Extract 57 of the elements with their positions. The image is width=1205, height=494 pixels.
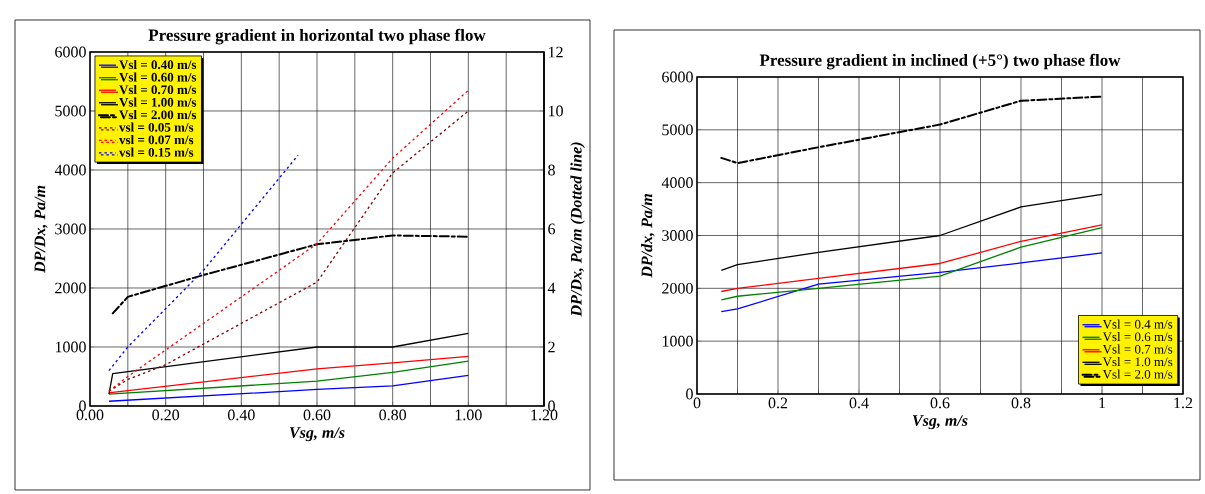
legend-label: vsl = 0.07 m/s: [119, 135, 194, 145]
chart-title: Pressure gradient in horizontal two phase flow: [148, 28, 486, 45]
legend-label: Vsl = 0.4 m/s: [1102, 319, 1173, 329]
legend-label: Vsl = 0.7 m/s: [1102, 344, 1173, 354]
x-tick-label: 1: [1099, 397, 1106, 409]
y2-tick-label: 4: [547, 282, 556, 294]
y-tick-label: 1000: [662, 335, 693, 347]
legend-label: Vsl = 0.60 m/s: [119, 72, 197, 82]
x-tick-label: 0.4: [849, 397, 869, 409]
legend-label: vsl = 0.05 m/s: [119, 122, 194, 132]
y-tick-label: 3000: [55, 223, 86, 235]
legend-label: Vsl = 1.0 m/s: [1102, 357, 1173, 367]
y2-axis-title: DP/Dx, Pa/m (Dotted line): [570, 142, 585, 317]
line-series: [720, 95, 1103, 165]
x-tick-label: 0.40: [227, 409, 255, 421]
x-tick-label: 1.00: [455, 409, 482, 421]
legend-label: Vsl = 2.00 m/s: [119, 110, 197, 120]
y-tick-label: 4000: [661, 177, 693, 189]
legend-label: Vsl = 1.00 m/s: [119, 97, 197, 107]
y-tick-label: 2000: [55, 282, 86, 294]
y-tick-label: 2000: [662, 282, 693, 294]
y2-tick-label: 6: [548, 223, 556, 235]
y2-tick-label: 12: [548, 46, 563, 58]
line-series: [720, 193, 1103, 272]
x-axis-title: Vsg, m/s: [912, 415, 968, 430]
y-axis-title: DP/dx, Pa/m: [641, 194, 655, 278]
x-tick-label: 0.8: [1011, 397, 1031, 409]
y-axis-title: DP/Dx, Pa/m: [34, 185, 48, 274]
x-axis-title: Vsg, m/s: [289, 427, 345, 442]
y-tick-label: 4000: [54, 164, 86, 176]
y2-tick-label: 2: [548, 341, 555, 353]
y-tick-label: 5000: [55, 105, 86, 117]
line-series: [108, 374, 469, 402]
y-tick-label: 0: [686, 388, 693, 400]
y2-tick-label: 8: [548, 164, 555, 176]
x-tick-label: 0.2: [768, 397, 788, 409]
y-tick-label: 6000: [55, 46, 86, 58]
x-tick-label: 0.20: [152, 409, 180, 421]
y-tick-label: 3000: [662, 230, 693, 241]
x-tick-label: 0: [693, 397, 701, 409]
legend-label: vsl = 0.15 m/s: [119, 147, 194, 157]
y2-tick-label: 10: [548, 105, 563, 117]
legend-label: Vsl = 0.70 m/s: [119, 84, 197, 95]
x-tick-label: 1.2: [1174, 397, 1193, 409]
x-tick-label: 0.80: [379, 409, 407, 421]
y-tick-label: 5000: [662, 124, 693, 136]
x-tick-label: 0.6: [930, 397, 950, 409]
line-series: [720, 252, 1103, 313]
legend-label: Vsl = 0.40 m/s: [119, 59, 197, 70]
x-tick-label: 0.60: [303, 409, 331, 421]
legend-label: Vsl = 2.0 m/s: [1102, 369, 1173, 379]
y-tick-label: 6000: [662, 71, 693, 83]
chart-title: Pressure gradient in inclined (+5°) two phase flow: [759, 53, 1121, 70]
y-tick-label: 1000: [55, 341, 86, 353]
legend-label: Vsl = 0.6 m/s: [1102, 332, 1173, 342]
line-series: [111, 234, 470, 315]
line-series: [108, 332, 469, 395]
